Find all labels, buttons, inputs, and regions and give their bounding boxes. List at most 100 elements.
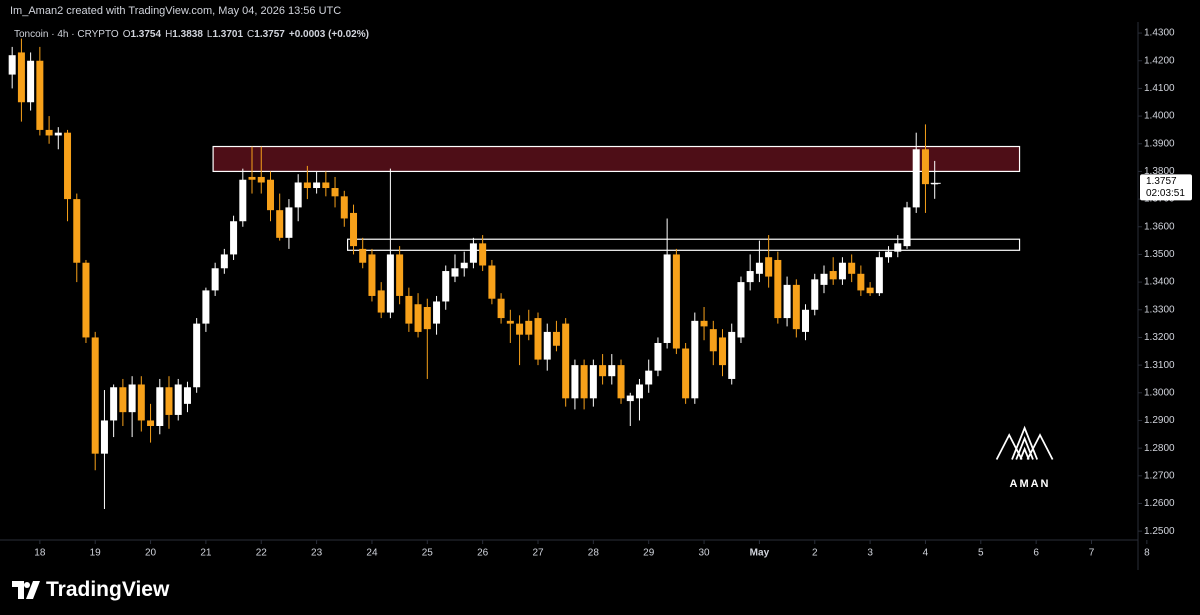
candle-body [894,243,902,252]
candle-body [266,179,274,211]
candle-body [654,342,662,371]
ohlc: H1.3838 [165,29,203,40]
candle-body [396,254,404,296]
candle-body [469,243,477,263]
candle-body [211,268,219,291]
ohlc: O1.3754 [123,29,161,40]
candle-body [17,52,25,103]
y-tick-label: 1.3300 [1144,304,1175,315]
x-tick-label: 6 [1033,548,1039,559]
candle-body [36,60,44,130]
countdown: 02:03:51 [1146,188,1185,199]
candle-body [239,179,247,222]
legend-letter: O [122,29,131,40]
x-tick-label: 3 [867,548,873,559]
y-tick-label: 1.4300 [1144,28,1175,39]
y-tick-label: 1.3800 [1144,166,1175,177]
y-tick-label: 1.3900 [1144,138,1175,149]
candle-body [792,284,800,330]
candle-body [359,248,367,263]
y-tick-label: 1.2800 [1144,443,1175,454]
y-tick-label: 1.3500 [1144,249,1175,260]
footer-text: TradingView [46,578,170,601]
x-tick-label: 24 [366,548,378,559]
watermark-text: AMAN [1010,478,1051,490]
candle-body [682,348,690,399]
candle-body [488,265,496,299]
x-tick-label: 2 [812,548,818,559]
candle-body [663,254,671,343]
legend-value: 1.3754 [130,29,162,40]
candle-body [848,262,856,274]
candle-body [119,387,127,413]
candle-body [672,254,680,349]
candle-body [73,199,81,263]
zone [212,145,1021,173]
x-tick-label: 8 [1144,548,1150,559]
candle-body [534,318,542,360]
candle-body [589,365,597,399]
header: Im_Aman2 created with TradingView.com, M… [10,5,342,17]
candle-body [147,420,155,426]
candle-body [294,182,302,208]
candle-body [156,387,164,426]
candle-body [460,262,468,269]
candle-body [645,370,653,385]
candle-body [599,365,607,377]
candle-body [183,387,191,404]
candle-body [866,287,874,294]
candle-body [137,384,145,421]
candle-body [580,365,588,399]
candle-body [820,273,828,285]
candle-body [746,271,754,283]
x-tick-label: 19 [90,548,102,559]
candle-body [91,337,99,454]
candle-body [802,309,810,332]
candle-body [174,384,182,415]
legend-letter: C [247,29,255,40]
x-tick-label: May [750,548,770,559]
candle-body [838,262,846,280]
candle-body [875,257,883,294]
candle-body [765,257,773,277]
candle-body [525,320,533,335]
footer-logo [12,581,40,599]
candle-body [100,420,108,454]
candle-body [903,207,911,247]
candle-body [506,320,514,324]
x-tick-label: 5 [978,548,984,559]
candle-body [829,271,837,280]
candle-body [497,298,505,319]
candle-body [626,395,634,402]
ohlc: L1.3701 [207,29,243,40]
watermark-logo [995,425,1054,460]
candle-body [313,182,321,189]
zone [346,238,1021,251]
candle-body [8,55,16,75]
candle-body [442,271,450,302]
y-tick-label: 1.3600 [1144,221,1175,232]
y-tick-label: 1.3400 [1144,277,1175,288]
legend-value: 1.3701 [212,29,244,40]
legend-letter: H [165,29,173,40]
candle-body [285,207,293,238]
candle-body [543,331,551,360]
x-tick-label: 28 [588,548,600,559]
legend-value: 1.3838 [172,29,203,40]
y-tick-label: 1.4100 [1144,83,1175,94]
candle-body [128,384,136,413]
candle-body [202,290,210,324]
candle-body [811,279,819,310]
candle-body [921,149,929,185]
candle-body [331,188,339,197]
candle-body [377,290,385,313]
candle-body [562,323,570,399]
y-tick-label: 1.2600 [1144,498,1175,509]
candle-body [220,254,228,269]
candle-body [451,268,459,277]
candle-body [405,295,413,324]
candle-body [386,254,394,313]
candle-body [303,182,311,189]
